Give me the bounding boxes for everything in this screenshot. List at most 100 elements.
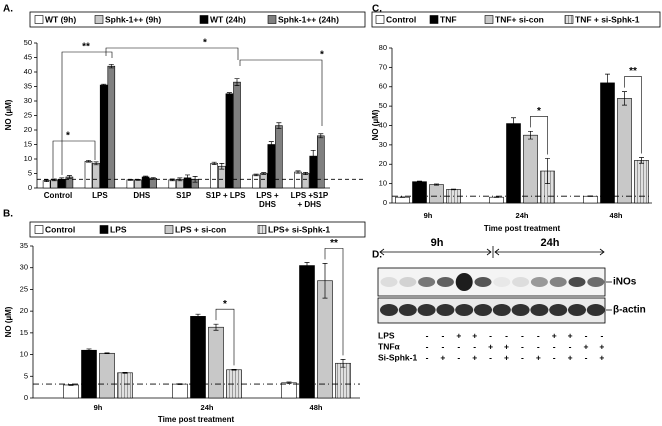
error-bar <box>226 92 232 96</box>
treatment-sign: + <box>504 341 509 351</box>
band-label: iNOs <box>613 277 637 288</box>
y-tick-label: 10 <box>379 179 387 188</box>
legend-label: LPS+ si-Sphk-1 <box>268 224 330 234</box>
treatment-label: TNFα <box>378 341 401 351</box>
x-tick-label: Control <box>43 191 73 200</box>
treatment-sign: + <box>440 352 445 362</box>
bar <box>299 265 315 399</box>
actin-band <box>530 304 549 316</box>
error-bar <box>104 352 110 355</box>
y-tick-label: 0 <box>28 183 32 192</box>
error-bar <box>310 149 316 163</box>
x-tick-label: LPS + DHS <box>256 191 279 209</box>
time-label: 24h <box>541 237 560 249</box>
significance-bracket <box>239 59 323 126</box>
treatment-sign: - <box>457 341 460 351</box>
y-tick-label: 15 <box>24 139 32 148</box>
treatment-sign: - <box>537 341 540 351</box>
treatment-sign: + <box>568 352 573 362</box>
treatment-sign: + <box>488 341 493 351</box>
y-tick-label: 30 <box>20 263 28 272</box>
error-bar <box>108 64 114 69</box>
error-bar <box>304 262 310 269</box>
treatment-sign: - <box>426 341 429 351</box>
bar <box>252 174 260 189</box>
legend-label: Sphk-1++ (9h) <box>105 14 161 24</box>
bar <box>281 382 297 399</box>
significance-bracket <box>52 140 96 178</box>
y-tick-label: 45 <box>24 52 32 61</box>
legend-swatch <box>257 225 267 234</box>
y-tick-label: 50 <box>379 101 387 110</box>
inos-band <box>418 277 436 287</box>
legend-label: TNF + si-Sphk-1 <box>575 14 640 24</box>
error-bar <box>451 188 456 191</box>
treatment-sign: - <box>553 341 556 351</box>
bar <box>506 123 521 204</box>
legend-label: TNF+ si-con <box>495 14 544 24</box>
treatment-sign: + <box>599 341 604 351</box>
x-tick-label: S1P + LPS <box>205 191 246 200</box>
error-bar <box>231 368 237 371</box>
error-bar <box>417 180 422 183</box>
time-arrows <box>379 246 605 258</box>
bar <box>208 326 224 399</box>
treatment-sign: - <box>521 341 524 351</box>
error-bar <box>185 174 190 182</box>
bar <box>92 163 100 189</box>
y-axis-label: NO (µM) <box>4 306 13 337</box>
treatment-sign: - <box>457 352 460 362</box>
legend-swatch <box>375 15 385 24</box>
actin-band <box>474 304 492 316</box>
treatment-sign: + <box>584 341 589 351</box>
actin-band <box>417 304 436 316</box>
inos-band <box>530 277 548 287</box>
bar <box>126 179 135 189</box>
bar <box>172 383 188 399</box>
treatment-sign: - <box>489 330 492 340</box>
treatment-sign: - <box>489 352 492 362</box>
error-bar <box>528 130 533 140</box>
error-bar <box>276 122 282 129</box>
inos-band <box>493 277 511 287</box>
legend-box <box>29 221 366 238</box>
error-bar <box>295 170 301 174</box>
y-tick-label: 10 <box>20 350 28 359</box>
bar <box>81 349 97 399</box>
x-tick-label: 9h <box>424 211 433 220</box>
inos-band <box>568 277 586 287</box>
y-tick-label: 30 <box>24 96 32 105</box>
x-tick-label: LPS <box>92 191 108 200</box>
bar <box>225 93 234 189</box>
error-bar <box>143 175 149 179</box>
legend-swatch <box>564 15 574 24</box>
x-tick-label: 48h <box>310 403 323 412</box>
treatment-sign: - <box>426 330 429 340</box>
treatment-sign: + <box>599 352 604 362</box>
y-tick-label: 0 <box>24 393 28 402</box>
significance-label: ** <box>82 42 90 53</box>
x-tick-label: 9h <box>94 403 103 412</box>
treatment-sign: - <box>441 341 444 351</box>
legend-swatch <box>99 225 109 234</box>
bar <box>429 184 444 204</box>
bar <box>233 81 241 189</box>
treatment-sign: + <box>472 330 477 340</box>
inos-band <box>549 277 567 287</box>
y-tick-label: 50 <box>24 38 32 47</box>
legend-swatch <box>164 225 174 234</box>
bar <box>523 134 538 204</box>
error-bar <box>86 160 91 163</box>
actin-band <box>549 304 568 316</box>
y-tick-label: 25 <box>24 110 32 119</box>
bar <box>600 82 615 204</box>
bar <box>210 163 218 189</box>
y-tick-label: 30 <box>379 140 387 149</box>
treatment-label: Si-Sphk-1 <box>378 352 417 362</box>
y-axis-label: NO (µM) <box>371 109 380 140</box>
actin-band <box>380 304 398 316</box>
y-tick-label: 25 <box>20 284 28 293</box>
y-tick-label: 15 <box>20 328 28 337</box>
